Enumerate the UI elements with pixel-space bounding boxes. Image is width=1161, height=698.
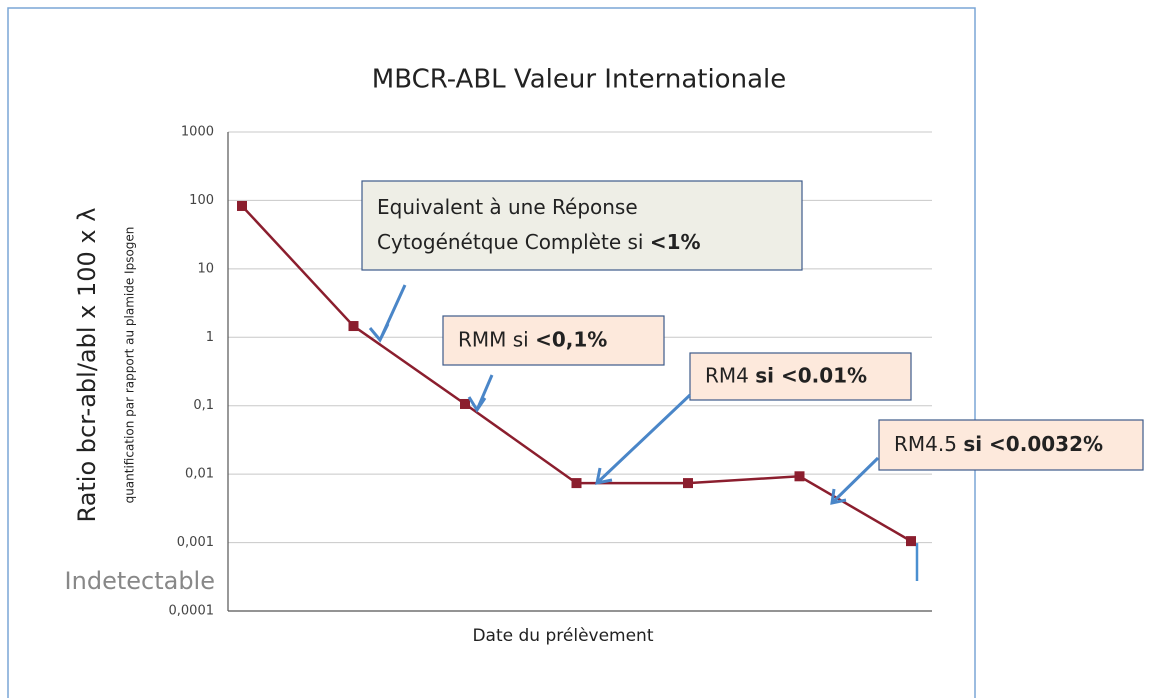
y-tick-label: 0,1 (193, 398, 214, 413)
data-point (683, 478, 693, 489)
annotation-segment: RM4.5 (894, 432, 963, 456)
arrow (368, 284, 407, 343)
data-point (794, 471, 805, 482)
annotation-text: Equivalent à une Réponse (377, 195, 638, 219)
y-tick-label: 0,001 (177, 535, 214, 550)
arrows (368, 284, 880, 505)
data-point (237, 200, 247, 211)
annotation-segment: <0,1% (535, 327, 607, 351)
arrow (595, 393, 692, 485)
arrow (467, 374, 494, 413)
y-tick-label: 10 (197, 261, 214, 276)
y-axis-sublabel: quantification par rapport au plamide Ip… (123, 227, 137, 504)
y-tick-label: 1 (206, 330, 214, 345)
annotation-segment: Cytogénétque Complète si (377, 230, 650, 254)
data-point (571, 478, 582, 489)
annotation-segment: <1% (650, 230, 701, 254)
y-axis-label: Ratio bcr-abl/abl x 100 x λ (73, 208, 101, 523)
annotation-box (878, 419, 1144, 471)
chart-title: MBCR-ABL Valeur Internationale (372, 65, 786, 95)
annotation-box (361, 180, 803, 271)
annotation-text: RMM si <0,1% (458, 327, 607, 351)
annotation-segment: RM4 (705, 363, 755, 387)
arrow (830, 456, 880, 505)
annotation-segment: si <0.0032% (963, 432, 1103, 456)
y-tick-label: 0,01 (185, 467, 214, 482)
annotation-text: Cytogénétque Complète si <1% (377, 230, 701, 254)
annotation-box (442, 315, 665, 366)
annotation-box (689, 352, 912, 401)
floor-label: Indetectable (65, 567, 215, 595)
data-point (460, 398, 470, 409)
y-tick-label: 1000 (181, 125, 214, 140)
annotation-segment: si <0.01% (755, 363, 867, 387)
data-point (906, 536, 916, 547)
annotation-segment: Equivalent à une Réponse (377, 195, 638, 219)
annotation-text: RM4.5 si <0.0032% (894, 432, 1103, 456)
annotation-text: RM4 si <0.01% (705, 363, 867, 387)
y-tick-label: 100 (189, 193, 214, 208)
annotation-segment: RMM si (458, 327, 535, 351)
y-tick-label: 0,0001 (169, 604, 215, 619)
x-axis-label: Date du prélèvement (472, 626, 653, 646)
annotations: Equivalent à une Réponse Cytogénétque Com… (361, 180, 1144, 471)
data-point (348, 321, 359, 332)
